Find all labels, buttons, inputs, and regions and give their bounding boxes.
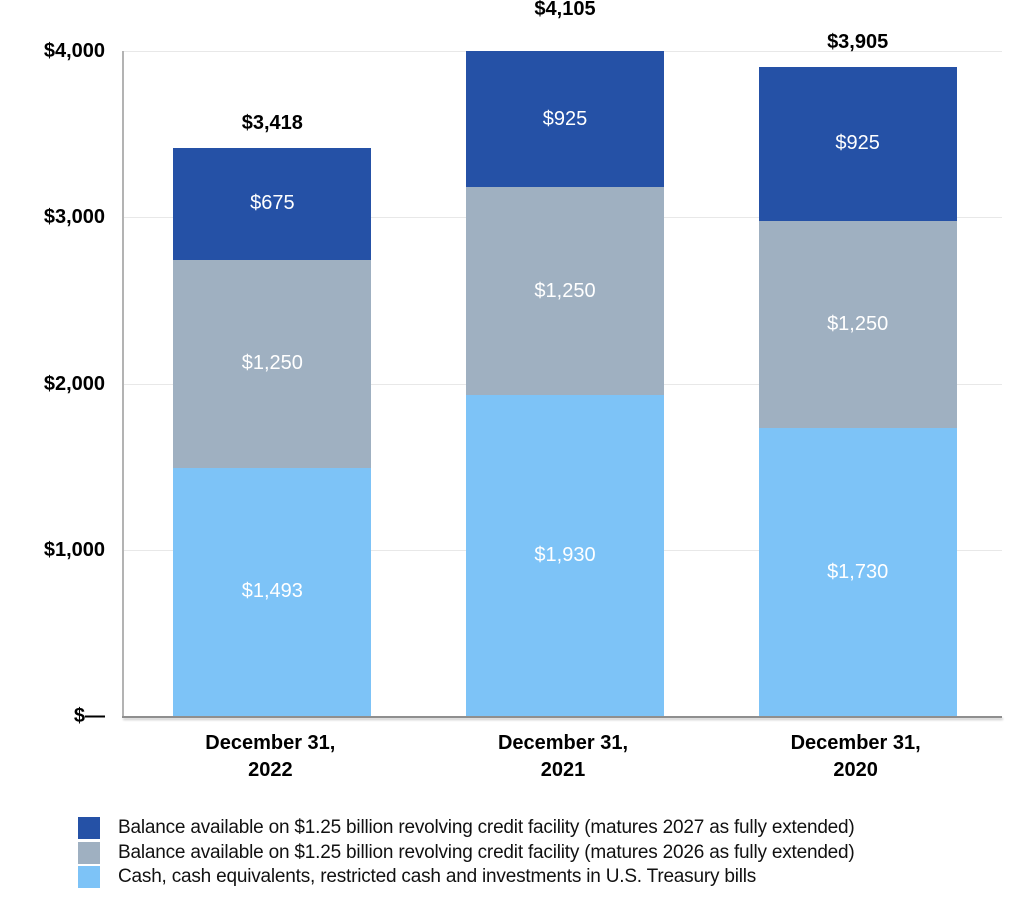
bar-segment: $1,730 (758, 428, 957, 716)
bar-total-label: $3,905 (827, 30, 889, 53)
y-tick-label: $3,000 (43, 206, 105, 229)
y-tick-label: $4,000 (43, 40, 105, 62)
x-category-label: December 31, 2021 (497, 732, 629, 781)
legend-label: Balance available on $1.25 billion revol… (118, 841, 855, 863)
bar-segment: $1,250 (758, 220, 957, 429)
bar-segment-value-label: $1,250 (827, 312, 889, 335)
bar-segment-value-label: $925 (542, 107, 588, 130)
bar-segment-value-label: $1,493 (241, 580, 303, 603)
legend-item: Balance available on $1.25 billion revol… (78, 817, 855, 839)
bar-segment-value-label: $1,250 (241, 352, 303, 375)
bar-segment-value-label: $925 (835, 132, 880, 155)
legend-item: Cash, cash equivalents, restricted cash … (78, 866, 855, 888)
x-category-label: December 31, 2022 (205, 732, 336, 781)
x-category-label: December 31, 2020 (790, 732, 921, 781)
bar-total-label: $3,418 (241, 111, 303, 134)
y-tick-label: $2,000 (43, 372, 105, 395)
legend-swatch (78, 817, 100, 839)
bar-segment-value-label: $1,930 (534, 544, 596, 567)
bar-segment: $1,250 (173, 259, 372, 468)
legend-label: Balance available on $1.25 billion revol… (118, 817, 855, 838)
bar-total-label: $4,105 (534, 0, 596, 20)
bar-segment-value-label: $1,250 (534, 279, 596, 302)
legend: Balance available on $1.25 billion revol… (78, 817, 855, 891)
plot-area: $1,493 $1,250 $675 $3,418 $1,930 $1,250 $925 $4… (122, 0, 1002, 718)
legend-item: Balance available on $1.25 billion revol… (78, 841, 855, 864)
y-tick-label: $1,000 (43, 538, 105, 561)
x-axis-line (122, 716, 1002, 718)
bar-segment: $925 (758, 66, 957, 221)
bar-segment: $1,250 (466, 187, 664, 396)
bar-segment-value-label: $1,730 (827, 560, 889, 583)
legend-swatch (78, 841, 100, 864)
bar-segment: $1,930 (466, 395, 664, 716)
y-tick-label: $— (73, 705, 105, 727)
legend-label: Cash, cash equivalents, restricted cash … (118, 866, 757, 887)
bar-segment: $1,493 (173, 467, 372, 716)
legend-swatch (78, 866, 100, 888)
bar-segment: $675 (173, 147, 372, 260)
bar-segment-value-label: $675 (250, 192, 295, 215)
bar-segment: $925 (466, 51, 664, 188)
